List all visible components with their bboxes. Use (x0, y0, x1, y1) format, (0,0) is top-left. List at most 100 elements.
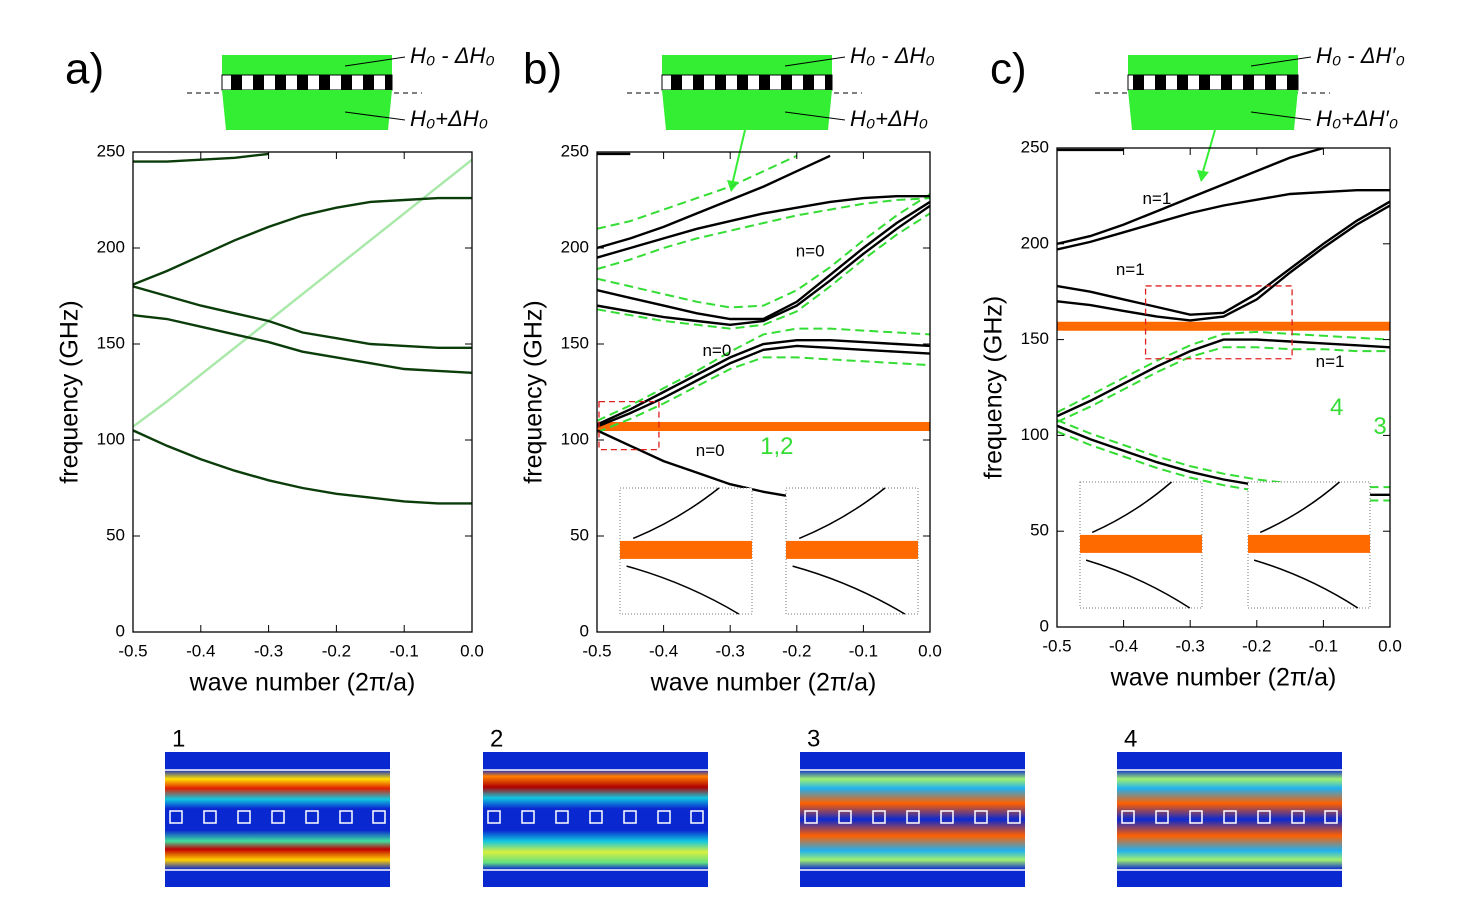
y-tick-label: 150 (1021, 329, 1049, 348)
curve (597, 195, 930, 259)
schematic-label: H₀ - ΔH₀ (410, 43, 495, 68)
x-tick-label: -0.4 (649, 641, 678, 660)
inset-curve (798, 487, 886, 540)
annotation: 4 (1330, 394, 1343, 421)
x-tick-label: -0.2 (322, 641, 351, 660)
curve (1057, 419, 1390, 489)
annotation: n=0 (696, 441, 725, 460)
plot-area (597, 152, 930, 499)
curve (133, 429, 472, 505)
x-tick-label: 0.0 (460, 641, 484, 660)
y-axis-label: frequency (GHz) (56, 300, 84, 483)
x-tick-label: -0.5 (582, 641, 611, 660)
y-tick-label: 250 (97, 141, 125, 160)
x-tick-label: -0.3 (716, 641, 745, 660)
panel-label: c) (990, 45, 1027, 94)
x-tick-label: -0.4 (1109, 636, 1138, 655)
schematic-c (1095, 55, 1330, 182)
y-tick-label: 200 (97, 237, 125, 256)
schematic-b (627, 55, 862, 192)
annotation: 3 (1373, 413, 1386, 440)
panel-label: b) (523, 45, 562, 94)
x-axis-label: wave number (2π/a) (189, 669, 416, 697)
schematic-label: H₀+ΔH₀ (850, 106, 928, 131)
x-axis-label: wave number (2π/a) (650, 669, 877, 697)
curve (597, 154, 798, 230)
y-axis-label: frequency (GHz) (520, 300, 548, 483)
x-tick-label: -0.1 (849, 641, 878, 660)
y-tick-label: 150 (97, 333, 125, 352)
axes-frame (1056, 147, 1391, 628)
curve (597, 212, 930, 330)
x-tick-label: -0.4 (186, 641, 215, 660)
y-tick-label: 0 (580, 621, 589, 640)
plot-area (133, 152, 472, 505)
zoom-box (1144, 285, 1293, 360)
inset-curve (1091, 481, 1172, 534)
inset-band (786, 540, 918, 559)
y-tick-label: 50 (106, 525, 125, 544)
inset-band (1248, 534, 1370, 553)
curve (597, 327, 930, 422)
annotation: n=0 (796, 241, 825, 260)
curve (1057, 330, 1390, 414)
inset-curve (1253, 559, 1359, 609)
x-tick-label: -0.3 (254, 641, 283, 660)
y-tick-label: 150 (561, 333, 589, 352)
map-label: 4 (1124, 725, 1137, 752)
y-tick-label: 0 (1040, 616, 1049, 635)
curve (1057, 148, 1324, 245)
curve (597, 200, 930, 321)
schematic-label: H₀+ΔH₀ (410, 106, 488, 131)
x-tick-label: -0.1 (390, 641, 419, 660)
curve (597, 204, 930, 327)
curve (597, 344, 930, 428)
y-tick-label: 50 (1030, 521, 1049, 540)
curve (1057, 346, 1390, 423)
map-label: 2 (490, 725, 503, 752)
curve (597, 429, 798, 499)
inset-curve (1085, 559, 1191, 609)
axes-frame (596, 151, 931, 633)
curve (133, 152, 269, 163)
x-axis-label: wave number (2π/a) (1110, 664, 1337, 692)
annotation: n=1 (1142, 189, 1171, 208)
inset-curve (632, 487, 720, 540)
curve (597, 339, 930, 426)
y-tick-label: 50 (570, 525, 589, 544)
y-tick-label: 200 (1021, 233, 1049, 252)
curve (1057, 204, 1390, 322)
x-tick-label: -0.1 (1309, 636, 1338, 655)
curve (133, 285, 472, 349)
schematic-label: H₀ - ΔH₀ (850, 43, 935, 68)
x-tick-label: -0.3 (1176, 636, 1205, 655)
annotation: 1,2 (760, 433, 793, 460)
y-tick-label: 200 (561, 237, 589, 256)
curve (597, 356, 930, 434)
curve (1057, 189, 1390, 251)
y-tick-label: 250 (1021, 137, 1049, 156)
plot-area (1057, 148, 1390, 502)
x-tick-label: -0.2 (782, 641, 811, 660)
inset-band (1080, 534, 1202, 553)
inset-curve (626, 565, 740, 615)
annotation: n=0 (702, 341, 731, 360)
map-label: 3 (807, 725, 820, 752)
y-tick-label: 250 (561, 141, 589, 160)
y-tick-label: 0 (116, 621, 125, 640)
schematic-label: H₀ - ΔH′₀ (1316, 43, 1405, 68)
curve (133, 158, 472, 428)
curve (133, 314, 472, 374)
annotation: n=1 (1116, 260, 1145, 279)
annotation: n=1 (1316, 352, 1345, 371)
y-axis-label: frequency (GHz) (980, 296, 1008, 479)
zoom-box (598, 400, 660, 451)
y-tick-label: 100 (97, 429, 125, 448)
x-tick-label: -0.5 (1042, 636, 1071, 655)
y-tick-label: 100 (1021, 425, 1049, 444)
panel-label: a) (65, 45, 104, 94)
inset-band (620, 540, 752, 559)
axes-frame (132, 151, 473, 633)
curve (597, 154, 831, 250)
curve (133, 196, 472, 286)
